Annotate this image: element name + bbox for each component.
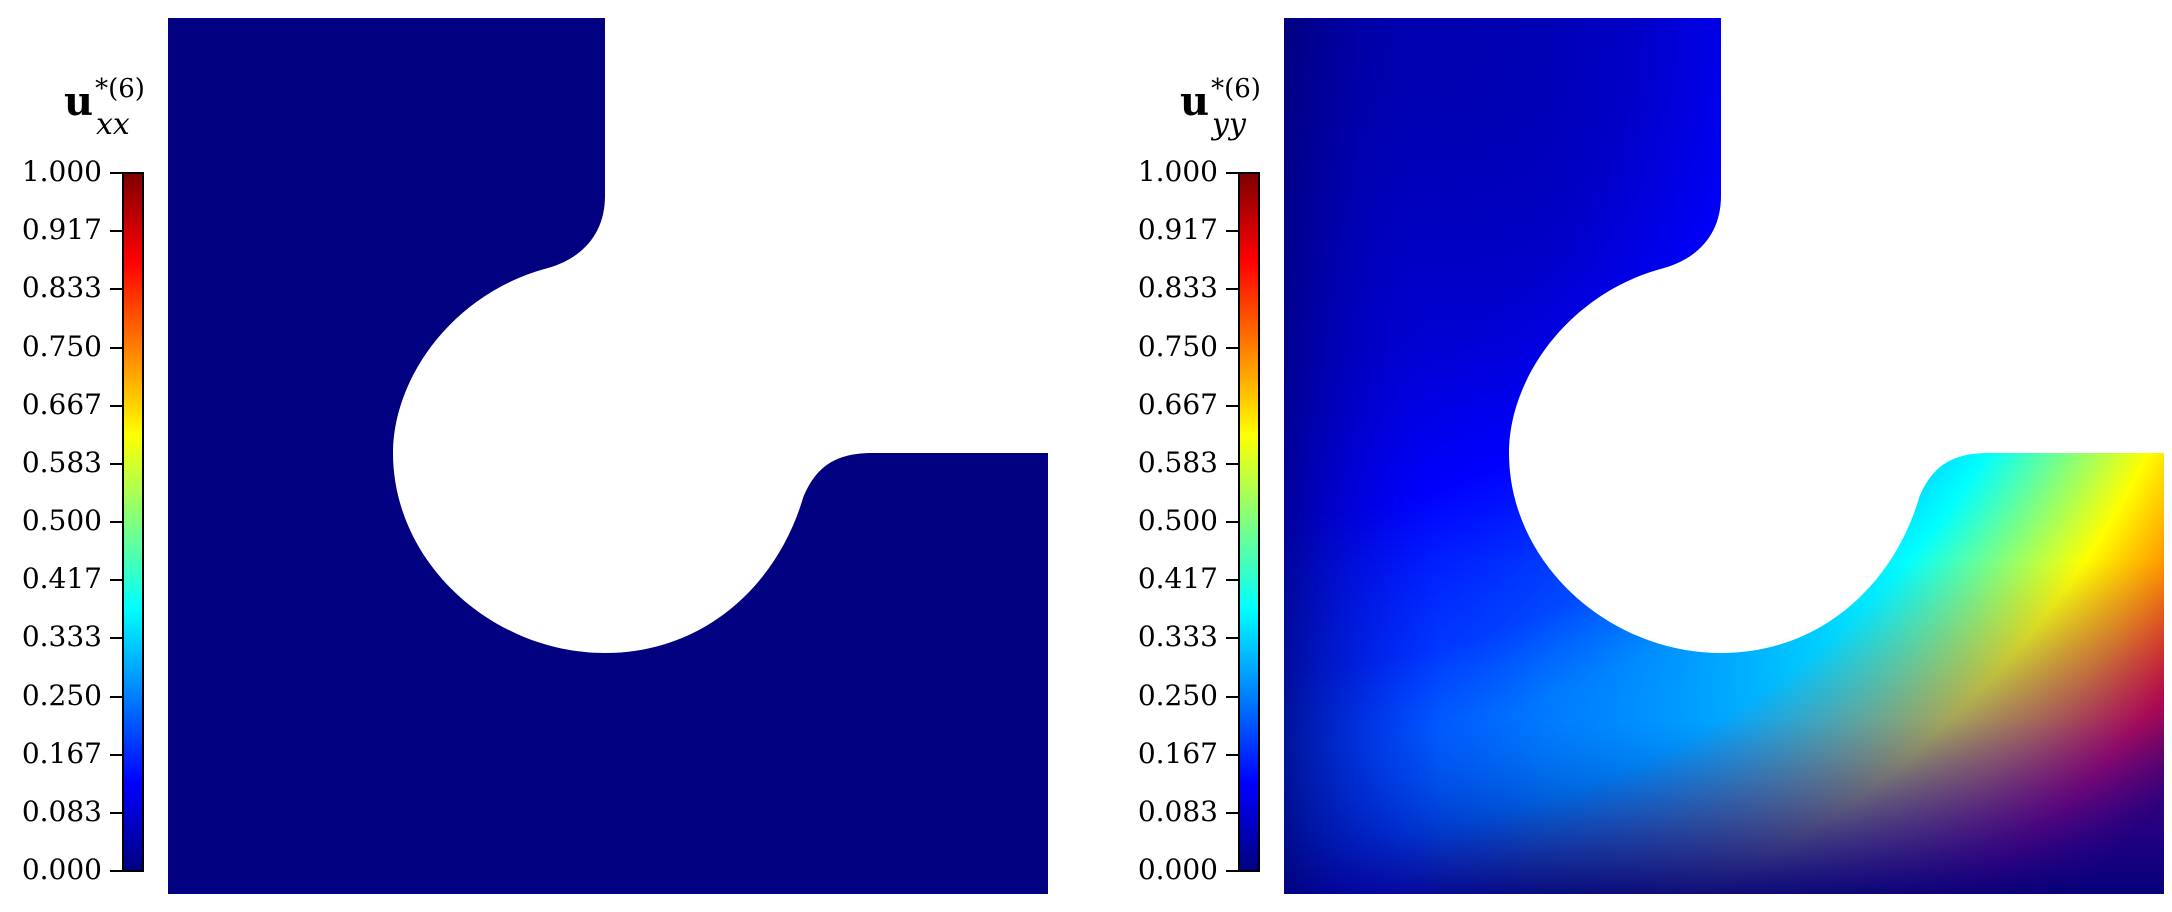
colorbar-tick-mark bbox=[110, 404, 122, 407]
colorbar-tick-mark bbox=[110, 637, 122, 640]
field-superscript: *(6) bbox=[1211, 74, 1261, 104]
panel-uyy: u*(6) yy 1.000 0.917 0.833 0.750 0.667 0.583 0… bbox=[1116, 0, 2172, 912]
colorbar-tick-label: 0.750 bbox=[21, 329, 102, 363]
field-subscript: yy bbox=[1212, 107, 1246, 142]
colorbar-tick-label: 0.250 bbox=[1137, 678, 1218, 712]
colorbar-tick-mark bbox=[1226, 462, 1238, 465]
contour-plot-uxx bbox=[168, 18, 1048, 894]
colorbar-tick-label: 0.000 bbox=[1137, 853, 1218, 886]
colorbar-tick-mark bbox=[1226, 579, 1238, 582]
colorbar-tick-label: 0.333 bbox=[1137, 620, 1218, 654]
colorbar-tick-mark bbox=[110, 346, 122, 349]
colorbar-ticks-uyy: 1.000 0.917 0.833 0.750 0.667 0.583 0.500 0.417… bbox=[1116, 0, 1276, 912]
domain-shape-uxx bbox=[168, 18, 1048, 894]
field-symbol: u bbox=[1180, 78, 1210, 125]
colorbar-tick-mark bbox=[1226, 404, 1238, 407]
colorbar-tick-mark bbox=[110, 870, 122, 872]
colorbar-tick-mark bbox=[110, 811, 122, 814]
colorbar-tick-mark bbox=[110, 579, 122, 582]
colorbar-tick-label: 0.083 bbox=[21, 794, 102, 828]
colorbar-tick-label: 1.000 bbox=[1137, 155, 1218, 188]
colorbar-tick-label: 0.417 bbox=[1137, 562, 1218, 596]
colorbar-tick-label: 0.917 bbox=[21, 213, 102, 247]
colorbar-tick-label: 0.167 bbox=[21, 736, 102, 770]
colorbar-tick-label: 0.667 bbox=[1137, 387, 1218, 421]
colorbar-tick-label: 0.250 bbox=[21, 678, 102, 712]
colorbar-tick-label: 0.167 bbox=[1137, 736, 1218, 770]
colorbar-tick-mark bbox=[1226, 811, 1238, 814]
colorbar-tick-label: 0.333 bbox=[21, 620, 102, 654]
colorbar-tick-mark bbox=[110, 462, 122, 465]
field-subscript: xx bbox=[96, 107, 130, 142]
colorbar-title-uxx: u*(6) xx bbox=[64, 76, 145, 140]
colorbar-uxx bbox=[122, 172, 144, 872]
field-superscript: *(6) bbox=[95, 74, 145, 104]
colorbar-tick-label: 0.583 bbox=[1137, 445, 1218, 479]
colorbar-tick-mark bbox=[110, 230, 122, 233]
colorbar-tick-mark bbox=[1226, 346, 1238, 349]
colorbar-tick-mark bbox=[110, 172, 122, 174]
colorbar-tick-mark bbox=[110, 753, 122, 756]
contour-plot-uyy bbox=[1284, 18, 2164, 894]
colorbar-tick-mark bbox=[110, 695, 122, 698]
colorbar-tick-label: 0.000 bbox=[21, 853, 102, 886]
domain-shape-uyy bbox=[1284, 18, 2164, 894]
colorbar-tick-label: 0.417 bbox=[21, 562, 102, 596]
colorbar-tick-label: 0.500 bbox=[1137, 504, 1218, 537]
colorbar-tick-label: 0.750 bbox=[1137, 329, 1218, 363]
colorbar-tick-mark bbox=[1226, 695, 1238, 698]
colorbar-tick-label: 0.917 bbox=[1137, 213, 1218, 247]
colorbar-tick-mark bbox=[1226, 288, 1238, 291]
colorbar-tick-mark bbox=[1226, 870, 1238, 872]
colorbar-tick-label: 0.833 bbox=[21, 271, 102, 305]
colorbar-tick-mark bbox=[1226, 230, 1238, 233]
colorbar-tick-label: 0.500 bbox=[21, 504, 102, 537]
colorbar-uyy bbox=[1238, 172, 1260, 872]
colorbar-tick-mark bbox=[1226, 753, 1238, 756]
colorbar-title-uyy: u*(6) yy bbox=[1180, 76, 1261, 140]
colorbar-tick-label: 0.583 bbox=[21, 445, 102, 479]
panel-uxx: u*(6) xx 1.000 0.917 0.833 0.750 0.667 0.583 0… bbox=[0, 0, 1048, 912]
colorbar-tick-label: 0.667 bbox=[21, 387, 102, 421]
colorbar-tick-label: 1.000 bbox=[21, 155, 102, 188]
field-symbol: u bbox=[64, 78, 94, 125]
colorbar-tick-mark bbox=[1226, 172, 1238, 174]
colorbar-tick-mark bbox=[1226, 521, 1238, 523]
colorbar-ticks-uxx: 1.000 0.917 0.833 0.750 0.667 0.583 0.500 0.417… bbox=[0, 0, 160, 912]
colorbar-tick-mark bbox=[110, 521, 122, 523]
colorbar-tick-label: 0.083 bbox=[1137, 794, 1218, 828]
colorbar-tick-label: 0.833 bbox=[1137, 271, 1218, 305]
colorbar-tick-mark bbox=[1226, 637, 1238, 640]
colorbar-tick-mark bbox=[110, 288, 122, 291]
